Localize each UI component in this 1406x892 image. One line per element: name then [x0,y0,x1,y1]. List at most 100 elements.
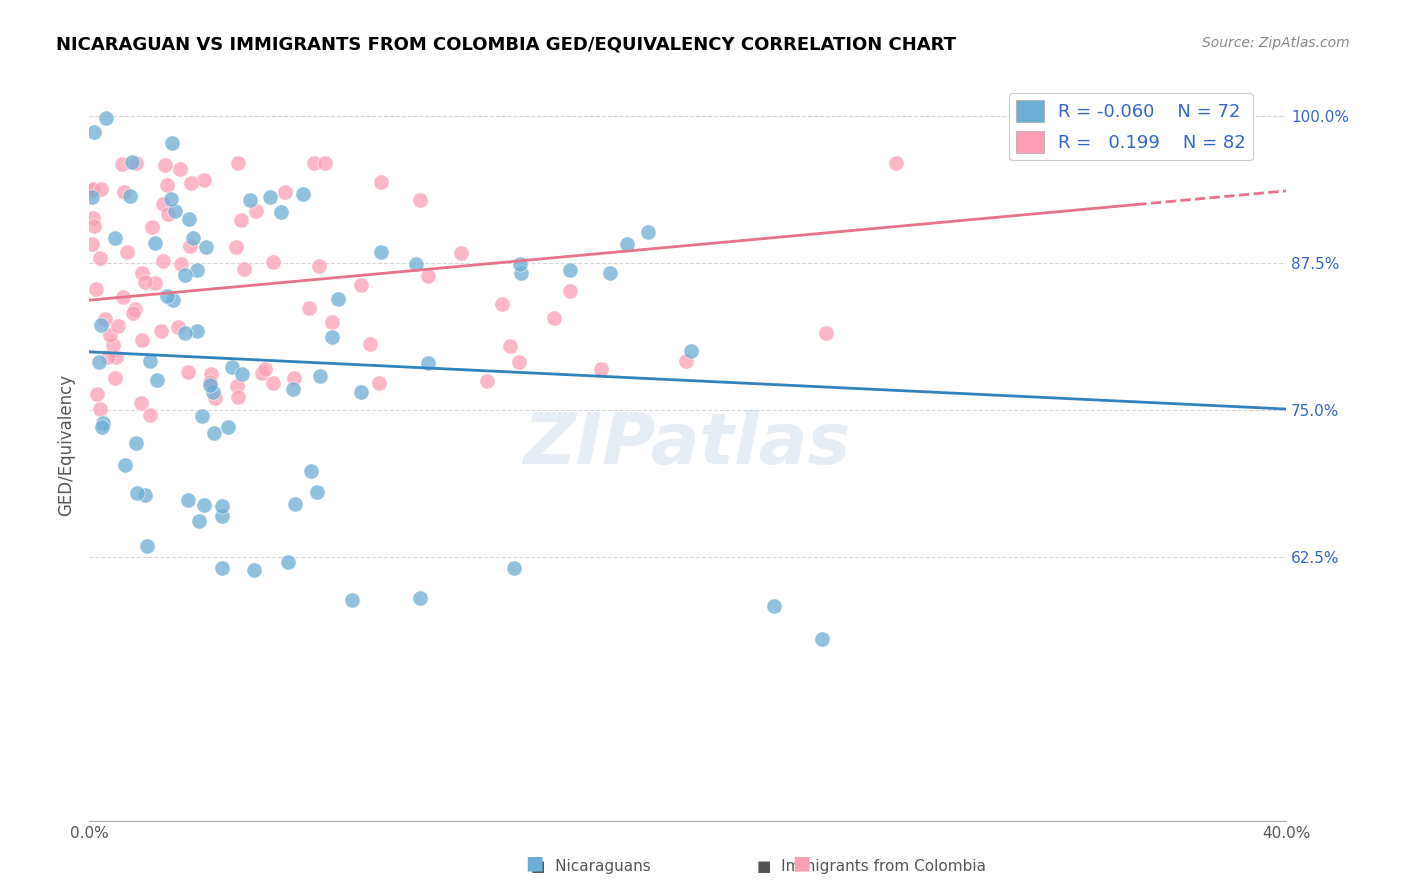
Point [83,219,105,233]
Point [186,262,208,277]
Point [127,486,149,500]
Point [499,338,522,352]
Point [170,257,193,271]
Point [124,301,146,316]
Point [211,508,233,523]
Point [191,409,214,424]
Point [409,194,432,208]
Point [160,192,183,206]
Point [232,261,254,276]
Point [80,190,103,204]
Point [328,292,350,306]
Point [97,350,120,364]
Point [174,326,197,341]
Point [509,266,531,280]
Point [308,259,330,273]
Text: Source: ZipAtlas.com: Source: ZipAtlas.com [1202,36,1350,50]
Point [340,593,363,607]
Point [200,375,222,389]
Point [226,390,249,404]
Point [367,376,389,391]
Point [291,186,314,201]
Point [274,185,297,199]
Point [508,355,530,369]
Point [169,161,191,176]
Point [120,189,142,203]
Point [262,254,284,268]
Point [259,190,281,204]
Point [283,371,305,385]
Point [89,402,111,417]
Y-axis label: GED/Equivalency: GED/Equivalency [58,374,75,516]
Point [162,293,184,308]
Point [211,561,233,575]
Point [80,183,103,197]
Point [186,324,208,338]
Point [491,297,513,311]
Point [616,237,638,252]
Point [141,219,163,234]
Point [89,251,111,265]
Point [121,306,143,320]
Point [96,111,118,125]
Point [193,498,215,512]
Point [675,354,697,368]
Point [277,555,299,569]
Point [811,632,834,646]
Point [82,211,104,225]
Point [543,310,565,325]
Point [418,269,440,284]
Point [145,235,167,250]
Point [193,172,215,186]
Point [599,266,621,280]
Point [115,244,138,259]
Text: ■  Immigrants from Colombia: ■ Immigrants from Colombia [758,859,986,874]
Point [321,315,343,329]
Point [90,318,112,332]
Point [475,374,498,388]
Point [131,333,153,347]
Point [509,257,531,271]
Point [194,239,217,253]
Point [101,337,124,351]
Point [245,203,267,218]
Point [204,391,226,405]
Point [112,185,135,199]
Point [225,240,247,254]
Point [107,318,129,333]
Point [283,382,305,396]
Text: NICARAGUAN VS IMMIGRANTS FROM COLOMBIA GED/EQUIVALENCY CORRELATION CHART: NICARAGUAN VS IMMIGRANTS FROM COLOMBIA G… [56,36,956,54]
Point [98,327,121,342]
Point [111,157,134,171]
Point [104,230,127,244]
Point [156,178,179,193]
Text: ZIPatlas: ZIPatlas [524,410,851,480]
Point [152,253,174,268]
Point [359,336,381,351]
Point [84,282,107,296]
Point [104,350,127,364]
Point [637,225,659,239]
Point [405,257,427,271]
Point [202,384,225,399]
Point [179,239,201,253]
Point [177,365,200,379]
Point [350,385,373,400]
Point [302,156,325,170]
Point [308,368,330,383]
Point [91,416,114,430]
Point [90,182,112,196]
Point [165,203,187,218]
Point [307,485,329,500]
Point [217,419,239,434]
Point [94,312,117,326]
Point [679,343,702,358]
Point [157,207,180,221]
Point [136,539,159,553]
Point [87,354,110,368]
Point [139,353,162,368]
Point [884,155,907,169]
Point [299,464,322,478]
Point [243,563,266,577]
Point [134,488,156,502]
